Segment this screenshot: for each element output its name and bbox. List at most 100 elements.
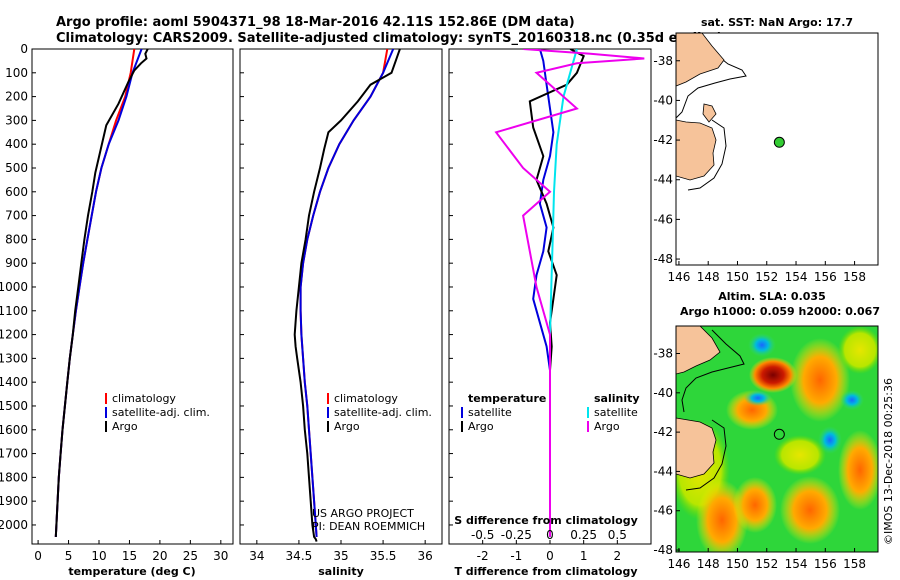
y-tick-label: 1200 (0, 328, 28, 342)
x-tick-label: 5 (65, 549, 73, 563)
island-land (702, 103, 717, 123)
y-tick-label: 100 (5, 66, 28, 80)
sla-map-axes: 146 148 150 152 154 156 158 -38 -40 -42 -44 -46 -48 (653, 347, 866, 571)
y-tick-label: 200 (5, 90, 28, 104)
difference-y-ticks (449, 48, 453, 526)
s-tick-label: 0 (546, 528, 554, 542)
map-y-tick-label: -48 (653, 252, 673, 266)
s-tick-label: 0.25 (570, 528, 597, 542)
sla-blob (838, 326, 878, 374)
y-tick-label: 1900 (0, 494, 28, 508)
sla-blob (790, 338, 850, 422)
legend-label-climatology: climatology (334, 392, 398, 405)
x-tick-label: -2 (477, 549, 489, 563)
figure-title-line2: Climatology: CARS2009. Satellite-adjuste… (56, 31, 723, 46)
sla-blob (818, 426, 842, 454)
difference-panel: -2 -1 0 1 2 T difference from climatology S … (448, 48, 652, 578)
map-x-tick-label: 150 (726, 557, 749, 571)
x-tick-label: 35.5 (370, 549, 397, 563)
map-y-tick-label: -40 (653, 93, 673, 107)
legend-label-satellite: satellite-adj. clim. (334, 406, 432, 419)
salinity-x-axis: 34 34.5 35 35.5 36 (249, 540, 433, 563)
sst-map: sat. SST: NaN Argo: 17.7 146 148 150 152 154… (653, 16, 879, 284)
series-line-argo (54, 49, 149, 537)
temperature-lines (54, 49, 149, 537)
map-y-tick-label: -44 (653, 173, 673, 187)
y-tick-label: 1100 (0, 304, 28, 318)
sla-map-title-line1: Altim. SLA: 0.035 (718, 290, 825, 303)
difference-x-axis: -2 -1 0 1 2 (477, 540, 621, 563)
sla-map-frame (675, 325, 879, 553)
legend-label-t-satellite: satellite (468, 406, 512, 419)
project-annotation: US ARGO PROJECT (312, 507, 414, 520)
x-tick-label: 34 (249, 549, 264, 563)
series-line-climatology (299, 49, 389, 537)
map-x-tick-label: 158 (843, 557, 866, 571)
difference-xlabel: T difference from climatology (454, 565, 637, 578)
x-tick-label: 0 (34, 549, 42, 563)
s-tick-label: 0.5 (608, 528, 627, 542)
s-difference-label: S difference from climatology (454, 514, 638, 527)
salinity-lines (293, 49, 401, 542)
map-x-tick-label: 154 (785, 270, 808, 284)
sla-blob (748, 333, 776, 357)
sst-map-frame (675, 32, 879, 266)
y-tick-label: 900 (5, 256, 28, 270)
pi-annotation: PI: DEAN ROEMMICH (312, 520, 425, 533)
legend-label-climatology: climatology (112, 392, 176, 405)
s-difference-axis: -0.5 -0.25 0 0.25 0.5 (471, 528, 627, 542)
y-tick-label: 300 (5, 113, 28, 127)
sla-field (676, 326, 878, 552)
legend-label-argo: Argo (334, 420, 360, 433)
map-x-tick-label: 150 (726, 270, 749, 284)
legend-title-temperature: temperature (468, 392, 546, 405)
x-tick-label: 25 (183, 549, 198, 563)
legend-label-satellite: satellite-adj. clim. (112, 406, 210, 419)
y-tick-label: 600 (5, 185, 28, 199)
map-y-tick-label: -40 (653, 386, 673, 400)
sla-blob (744, 390, 772, 406)
difference-legend-left: temperature satellite Argo (461, 392, 546, 433)
sla-map-title-line2: Argo h1000: 0.059 h2000: 0.067 (680, 305, 880, 318)
x-tick-label: 20 (152, 549, 167, 563)
map-y-tick-label: -48 (653, 543, 673, 557)
map-x-tick-label: 154 (785, 557, 808, 571)
map-y-tick-label: -42 (653, 425, 673, 439)
x-tick-label: 30 (213, 549, 228, 563)
legend-title-salinity: salinity (594, 392, 640, 405)
y-tick-label: 700 (5, 209, 28, 223)
depth-axis: 0 100 200 300 400 500 600 700 800 900 1000 1100 1200… (0, 42, 36, 532)
temperature-legend: climatology satellite-adj. clim. Argo (105, 392, 210, 433)
sla-blob (733, 477, 777, 533)
series-line-climatology (54, 49, 136, 537)
tasmania-land (675, 119, 717, 181)
sla-blob (840, 390, 864, 410)
x-tick-label: 10 (91, 549, 106, 563)
map-x-tick-label: 158 (843, 270, 866, 284)
salinity-frame (239, 48, 443, 545)
y-tick-label: 1600 (0, 423, 28, 437)
salinity-y-ticks (240, 48, 244, 526)
map-y-tick-label: -46 (653, 212, 673, 226)
difference-lines (494, 49, 645, 537)
series-line-satellite-adj-clim- (299, 49, 395, 537)
x-tick-label: 34.5 (286, 549, 313, 563)
series-line-satellite-adj-clim- (54, 49, 143, 537)
mainland-land (676, 326, 721, 375)
y-tick-label: 0 (20, 42, 28, 56)
temperature-xlabel: temperature (deg C) (68, 565, 195, 578)
map-y-tick-label: -44 (653, 464, 673, 478)
map-x-tick-label: 146 (667, 270, 690, 284)
argo-float-marker (773, 428, 785, 440)
map-y-tick-label: -38 (653, 54, 673, 68)
map-x-tick-label: 156 (814, 557, 837, 571)
map-x-tick-label: 152 (755, 270, 778, 284)
difference-legend-right: salinity satellite Argo (587, 392, 640, 433)
y-tick-label: 1500 (0, 399, 28, 413)
s-tick-label: -0.5 (471, 528, 494, 542)
shelf-contour (687, 119, 727, 191)
map-x-tick-label: 156 (814, 270, 837, 284)
sla-coastline (681, 329, 745, 491)
salinity-panel: 34 34.5 35 35.5 36 salinity climatology sate… (239, 48, 443, 578)
sla-blob (774, 435, 826, 475)
